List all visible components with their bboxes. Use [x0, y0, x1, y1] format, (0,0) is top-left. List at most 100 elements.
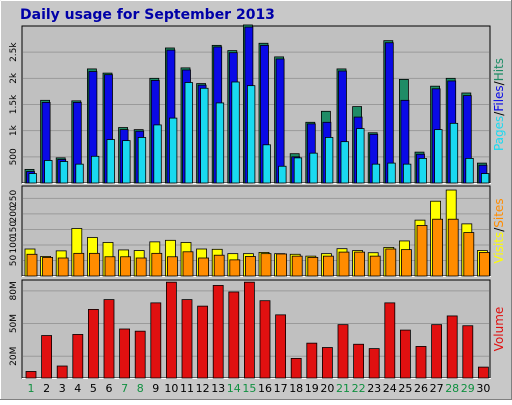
x-label-day-1: 1: [28, 382, 35, 395]
bar-sites-day-22: [354, 251, 366, 277]
legend-files: Files: [492, 85, 506, 111]
bar-pages-day-12: [200, 87, 209, 184]
bar-sites-day-6: [104, 256, 116, 277]
bar-sites-day-15: [244, 256, 256, 277]
x-label-day-22: 22: [352, 382, 366, 395]
bar-sites-day-1: [26, 253, 38, 277]
bar-volume-day-22: [353, 343, 365, 379]
top-y-tick-label: 1k: [9, 124, 19, 136]
bar-volume-day-18: [290, 357, 302, 379]
bar-sites-day-30: [478, 252, 490, 277]
legend-pages: Pages: [492, 116, 506, 151]
bar-volume-day-17: [275, 314, 287, 379]
top-y-tick-label: 2k: [9, 72, 19, 84]
bar-pages-day-30: [480, 173, 490, 184]
bar-sites-day-28: [447, 218, 459, 277]
bar-pages-day-10: [168, 117, 178, 184]
bar-pages-day-21: [340, 141, 349, 184]
bar-volume-day-19: [306, 342, 318, 379]
top-y-tick-label: 500: [9, 148, 19, 165]
top-legend-separator: /: [492, 80, 506, 85]
bar-sites-day-9: [151, 252, 163, 277]
bar-pages-day-25: [402, 163, 412, 184]
bar-pages-day-5: [91, 155, 100, 184]
legend-visits: Visits: [492, 232, 506, 264]
bar-sites-day-21: [338, 251, 350, 277]
x-label-day-19: 19: [305, 382, 319, 395]
bar-pages-day-11: [184, 82, 193, 184]
bar-pages-day-15: [246, 85, 256, 184]
bar-volume-day-7: [119, 328, 130, 379]
bar-volume-day-21: [337, 324, 349, 379]
bar-volume-day-15: [243, 281, 255, 379]
bar-volume-day-23: [368, 348, 380, 379]
legend-hits: Hits: [492, 58, 506, 81]
bar-pages-day-1: [28, 173, 37, 184]
bar-files-day-24: [384, 42, 394, 184]
x-label-day-11: 11: [180, 382, 194, 395]
x-label-day-17: 17: [274, 382, 288, 395]
x-label-day-9: 9: [152, 382, 159, 395]
middle-y-tick-label: 150: [9, 221, 19, 238]
bar-volume-day-5: [88, 308, 99, 379]
x-label-day-3: 3: [59, 382, 66, 395]
bar-pages-day-29: [465, 158, 474, 184]
bar-sites-day-23: [369, 255, 381, 277]
bar-sites-day-27: [432, 218, 444, 277]
top-legend: Pages/Files/Hits: [492, 58, 506, 151]
bar-volume-day-1: [25, 371, 37, 379]
bar-pages-day-3: [59, 161, 69, 184]
x-label-day-28: 28: [445, 382, 459, 395]
bar-sites-day-4: [73, 252, 85, 277]
x-label-day-25: 25: [398, 382, 412, 395]
x-label-day-4: 4: [74, 382, 81, 395]
bar-pages-day-2: [44, 160, 53, 184]
bar-pages-day-23: [371, 163, 381, 184]
x-label-day-24: 24: [383, 382, 397, 395]
bar-pages-day-18: [293, 157, 303, 184]
x-label-day-6: 6: [106, 382, 113, 395]
bar-sites-day-20: [322, 255, 334, 277]
bar-volume-day-3: [56, 365, 68, 379]
bar-volume-day-30: [477, 366, 489, 379]
middle-y-tick-label: 200: [9, 205, 19, 222]
bar-sites-day-16: [260, 253, 272, 277]
bar-volume-day-16: [259, 300, 271, 379]
legend-volume: Volume: [492, 307, 506, 352]
bar-volume-day-4: [72, 334, 84, 379]
bar-pages-day-14: [231, 81, 240, 184]
bar-volume-day-26: [415, 346, 427, 379]
bar-sites-day-17: [276, 253, 288, 277]
bar-pages-day-22: [356, 128, 365, 184]
bar-volume-day-13: [212, 285, 224, 379]
bar-sites-day-5: [89, 252, 100, 277]
bar-pages-day-8: [137, 137, 147, 184]
bar-sites-day-25: [400, 249, 412, 277]
bottom-y-tick-label: 50M: [9, 314, 19, 333]
bar-sites-day-24: [385, 248, 397, 277]
bar-volume-day-12: [197, 305, 209, 379]
bar-pages-day-28: [449, 122, 459, 184]
bar-sites-day-18: [291, 255, 303, 277]
x-label-day-21: 21: [336, 382, 350, 395]
bar-pages-day-13: [215, 102, 225, 184]
bar-volume-day-25: [399, 329, 411, 379]
bar-volume-day-2: [41, 335, 52, 379]
bar-pages-day-27: [434, 129, 443, 184]
bar-pages-day-19: [309, 152, 318, 184]
bar-volume-day-6: [103, 299, 115, 379]
bar-volume-day-9: [150, 302, 162, 379]
bar-pages-day-16: [262, 144, 271, 184]
bar-pages-day-20: [324, 137, 334, 184]
bar-sites-day-26: [416, 225, 428, 277]
bar-volume-day-27: [431, 324, 443, 379]
x-label-day-2: 2: [43, 382, 50, 395]
middle-y-tick-label: 100: [9, 236, 19, 253]
bar-volume-day-8: [134, 330, 146, 379]
bar-sites-day-12: [198, 257, 210, 277]
x-label-day-18: 18: [289, 382, 303, 395]
bar-sites-day-11: [182, 251, 194, 277]
